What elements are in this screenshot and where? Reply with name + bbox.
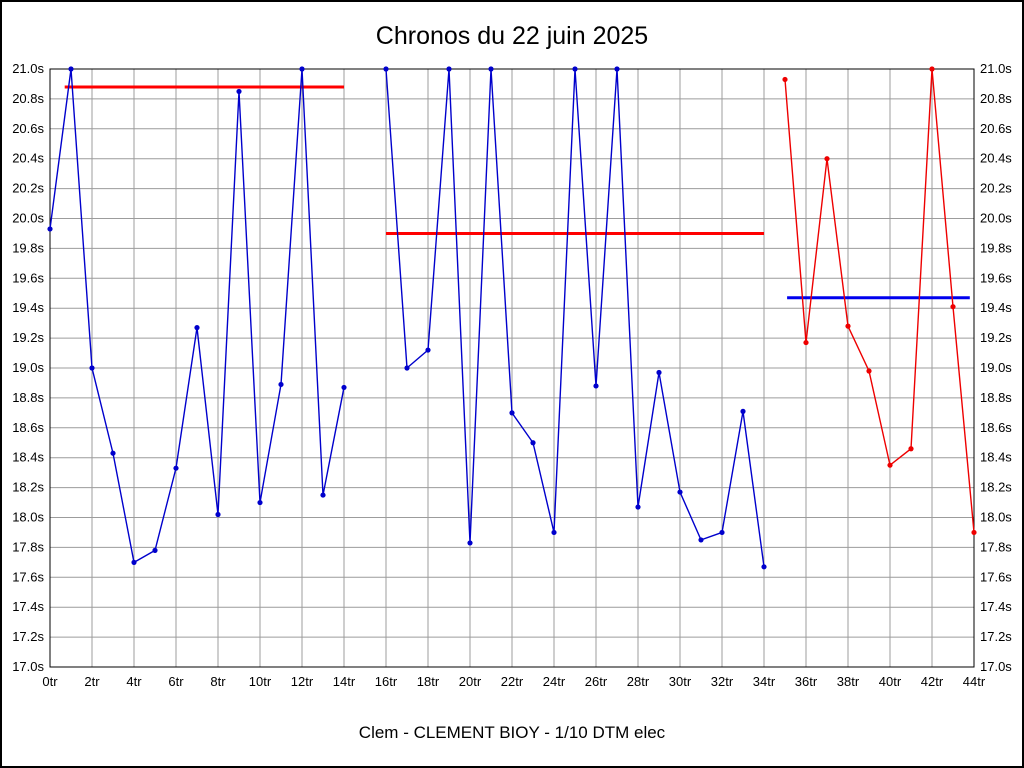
svg-text:17.6s: 17.6s — [980, 569, 1012, 584]
svg-text:19.2s: 19.2s — [980, 330, 1012, 345]
svg-text:18.0s: 18.0s — [980, 510, 1012, 525]
svg-text:24tr: 24tr — [543, 674, 566, 689]
svg-text:21.0s: 21.0s — [980, 61, 1012, 76]
svg-text:4tr: 4tr — [126, 674, 142, 689]
svg-text:17.2s: 17.2s — [980, 629, 1012, 644]
svg-text:18tr: 18tr — [417, 674, 440, 689]
svg-text:17.2s: 17.2s — [12, 629, 44, 644]
svg-text:17.6s: 17.6s — [12, 569, 44, 584]
svg-text:22tr: 22tr — [501, 674, 524, 689]
svg-text:18.2s: 18.2s — [980, 480, 1012, 495]
svg-text:18.8s: 18.8s — [980, 390, 1012, 405]
svg-text:17.4s: 17.4s — [12, 599, 44, 614]
svg-text:19.6s: 19.6s — [980, 270, 1012, 285]
svg-text:42tr: 42tr — [921, 674, 944, 689]
svg-text:19.8s: 19.8s — [980, 240, 1012, 255]
svg-text:20tr: 20tr — [459, 674, 482, 689]
svg-text:20.6s: 20.6s — [980, 121, 1012, 136]
svg-text:16tr: 16tr — [375, 674, 398, 689]
svg-text:17.0s: 17.0s — [980, 659, 1012, 674]
svg-text:19.2s: 19.2s — [12, 330, 44, 345]
svg-text:10tr: 10tr — [249, 674, 272, 689]
svg-text:19.4s: 19.4s — [12, 300, 44, 315]
svg-text:18.6s: 18.6s — [980, 420, 1012, 435]
svg-text:36tr: 36tr — [795, 674, 818, 689]
svg-text:12tr: 12tr — [291, 674, 314, 689]
svg-text:20.2s: 20.2s — [12, 181, 44, 196]
svg-text:20.8s: 20.8s — [12, 91, 44, 106]
svg-text:19.8s: 19.8s — [12, 240, 44, 255]
svg-text:20.2s: 20.2s — [980, 181, 1012, 196]
svg-text:18.2s: 18.2s — [12, 480, 44, 495]
svg-text:19.0s: 19.0s — [980, 360, 1012, 375]
svg-text:20.6s: 20.6s — [12, 121, 44, 136]
svg-text:20.4s: 20.4s — [12, 151, 44, 166]
chart-title: Chronos du 22 juin 2025 — [375, 22, 649, 50]
svg-text:2tr: 2tr — [84, 674, 100, 689]
svg-text:17.0s: 17.0s — [12, 659, 44, 674]
svg-text:20.8s: 20.8s — [980, 91, 1012, 106]
svg-text:17.8s: 17.8s — [980, 539, 1012, 554]
svg-text:19.0s: 19.0s — [12, 360, 44, 375]
svg-text:20.4s: 20.4s — [980, 151, 1012, 166]
svg-text:17.8s: 17.8s — [12, 539, 44, 554]
svg-text:32tr: 32tr — [711, 674, 734, 689]
svg-text:14tr: 14tr — [333, 674, 356, 689]
svg-text:18.4s: 18.4s — [980, 450, 1012, 465]
svg-text:44tr: 44tr — [963, 674, 986, 689]
svg-text:18.8s: 18.8s — [12, 390, 44, 405]
svg-text:34tr: 34tr — [753, 674, 776, 689]
svg-text:18.4s: 18.4s — [12, 450, 44, 465]
svg-text:0tr: 0tr — [42, 674, 58, 689]
svg-text:40tr: 40tr — [879, 674, 902, 689]
svg-text:17.4s: 17.4s — [980, 599, 1012, 614]
svg-text:19.6s: 19.6s — [12, 270, 44, 285]
svg-text:21.0s: 21.0s — [12, 61, 44, 76]
svg-text:26tr: 26tr — [585, 674, 608, 689]
chart-caption: Clem - CLEMENT BIOY - 1/10 DTM elec — [358, 723, 666, 742]
svg-text:6tr: 6tr — [168, 674, 184, 689]
svg-text:38tr: 38tr — [837, 674, 860, 689]
svg-text:20.0s: 20.0s — [980, 211, 1012, 226]
svg-text:30tr: 30tr — [669, 674, 692, 689]
svg-text:20.0s: 20.0s — [12, 211, 44, 226]
svg-text:8tr: 8tr — [210, 674, 226, 689]
svg-text:28tr: 28tr — [627, 674, 650, 689]
svg-text:18.6s: 18.6s — [12, 420, 44, 435]
svg-text:19.4s: 19.4s — [980, 300, 1012, 315]
svg-text:18.0s: 18.0s — [12, 510, 44, 525]
